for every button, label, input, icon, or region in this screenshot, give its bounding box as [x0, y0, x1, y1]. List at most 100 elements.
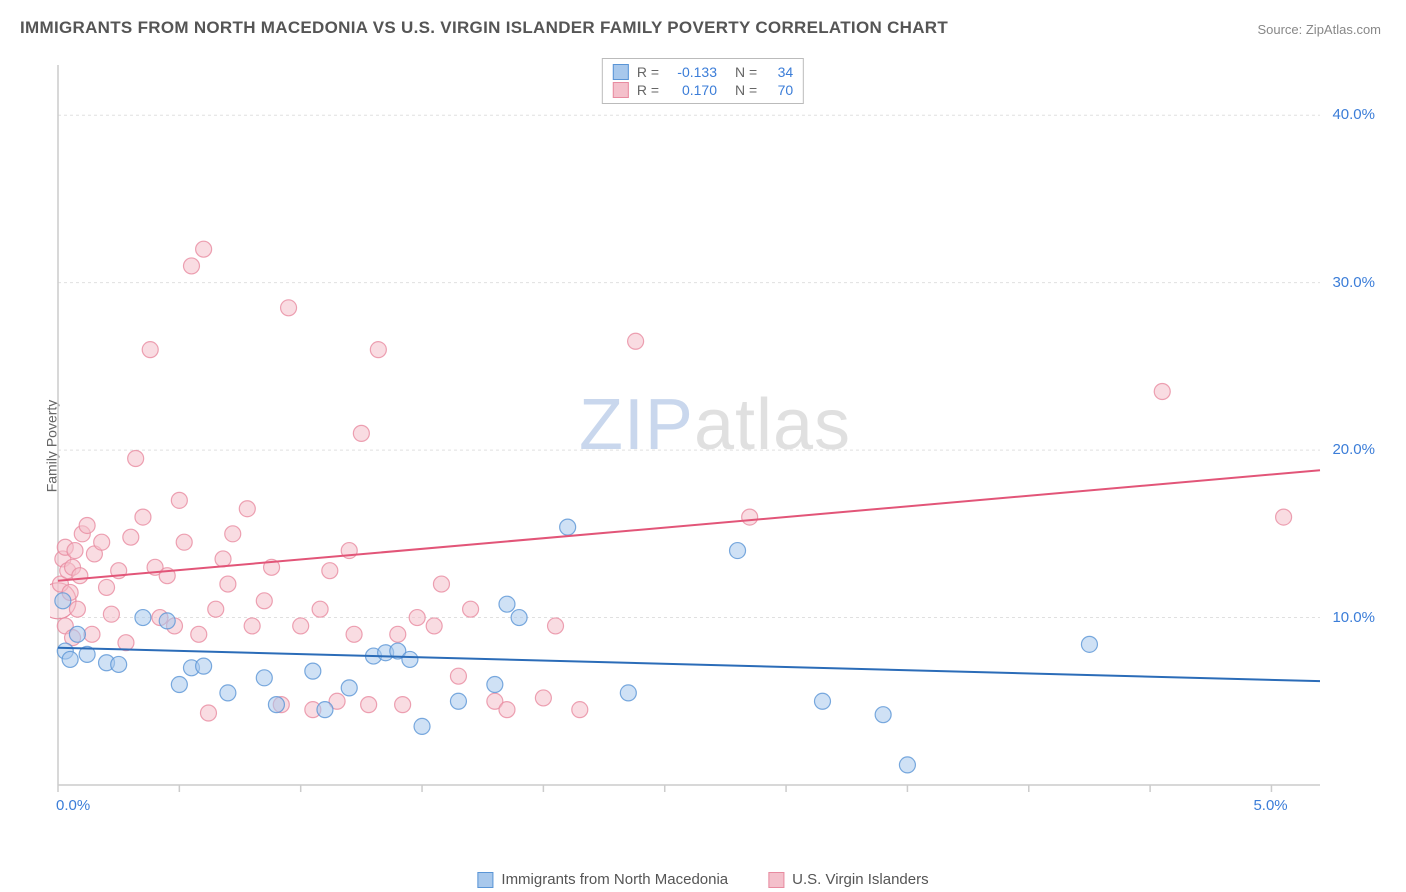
scatter-point [305, 663, 321, 679]
stat-n-label: N = [735, 64, 757, 80]
scatter-point [79, 517, 95, 533]
scatter-point [395, 697, 411, 713]
scatter-point [1276, 509, 1292, 525]
scatter-point [814, 693, 830, 709]
chart-title: IMMIGRANTS FROM NORTH MACEDONIA VS U.S. … [20, 18, 948, 38]
scatter-point [346, 626, 362, 642]
scatter-point [409, 610, 425, 626]
scatter-point [215, 551, 231, 567]
scatter-point [353, 425, 369, 441]
scatter-point [433, 576, 449, 592]
scatter-point [390, 626, 406, 642]
stats-row: R = -0.133 N = 34 [613, 63, 793, 81]
y-tick-label: 20.0% [1332, 441, 1375, 458]
stat-r-value: 0.170 [667, 82, 717, 98]
scatter-point [67, 543, 83, 559]
scatter-point [200, 705, 216, 721]
scatter-point [341, 680, 357, 696]
scatter-point [135, 610, 151, 626]
scatter-point [69, 626, 85, 642]
scatter-point [220, 576, 236, 592]
scatter-point [171, 492, 187, 508]
stat-r-value: -0.133 [667, 64, 717, 80]
scatter-point [463, 601, 479, 617]
scatter-point [159, 613, 175, 629]
legend-label: U.S. Virgin Islanders [792, 871, 928, 888]
legend-label: Immigrants from North Macedonia [501, 871, 728, 888]
scatter-point [487, 677, 503, 693]
scatter-point [118, 635, 134, 651]
legend-swatch [613, 64, 629, 80]
scatter-point [208, 601, 224, 617]
x-tick-label: 0.0% [56, 797, 90, 814]
scatter-point [499, 596, 515, 612]
stat-r-label: R = [637, 82, 659, 98]
scatter-point [225, 526, 241, 542]
stats-legend-box: R = -0.133 N = 34 R = 0.170 N = 70 [602, 58, 804, 104]
scatter-point [572, 702, 588, 718]
scatter-point [499, 702, 515, 718]
scatter-point [1081, 636, 1097, 652]
x-tick-label: 5.0% [1253, 797, 1287, 814]
scatter-plot-svg [50, 55, 1380, 825]
scatter-point [55, 593, 71, 609]
scatter-point [402, 651, 418, 667]
scatter-point [256, 593, 272, 609]
legend-swatch [477, 872, 493, 888]
scatter-point [256, 670, 272, 686]
scatter-point [317, 702, 333, 718]
scatter-point [560, 519, 576, 535]
scatter-point [628, 333, 644, 349]
scatter-point [875, 707, 891, 723]
scatter-point [361, 697, 377, 713]
scatter-point [142, 342, 158, 358]
y-tick-label: 10.0% [1332, 609, 1375, 626]
trend-line [58, 648, 1320, 681]
scatter-point [69, 601, 85, 617]
scatter-point [220, 685, 236, 701]
stat-n-value: 34 [765, 64, 793, 80]
scatter-point [111, 656, 127, 672]
scatter-point [370, 342, 386, 358]
scatter-point [426, 618, 442, 634]
scatter-point [239, 501, 255, 517]
y-tick-label: 30.0% [1332, 274, 1375, 291]
legend-swatch [613, 82, 629, 98]
scatter-point [94, 534, 110, 550]
y-tick-label: 40.0% [1332, 106, 1375, 123]
trend-line [58, 470, 1320, 581]
scatter-point [191, 626, 207, 642]
scatter-point [128, 450, 144, 466]
scatter-point [103, 606, 119, 622]
scatter-point [548, 618, 564, 634]
stat-n-label: N = [735, 82, 757, 98]
stats-row: R = 0.170 N = 70 [613, 81, 793, 99]
scatter-point [535, 690, 551, 706]
scatter-point [620, 685, 636, 701]
scatter-point [730, 543, 746, 559]
stat-n-value: 70 [765, 82, 793, 98]
scatter-point [322, 563, 338, 579]
scatter-point [176, 534, 192, 550]
scatter-point [72, 568, 88, 584]
scatter-point [450, 693, 466, 709]
scatter-point [183, 258, 199, 274]
legend-swatch [768, 872, 784, 888]
stat-r-label: R = [637, 64, 659, 80]
bottom-legend: Immigrants from North Macedonia U.S. Virg… [477, 871, 928, 888]
scatter-point [1154, 384, 1170, 400]
scatter-point [171, 677, 187, 693]
scatter-point [196, 241, 212, 257]
scatter-point [196, 658, 212, 674]
scatter-point [99, 579, 115, 595]
source-attribution: Source: ZipAtlas.com [1257, 22, 1381, 37]
scatter-point [281, 300, 297, 316]
scatter-point [511, 610, 527, 626]
scatter-point [84, 626, 100, 642]
legend-item: U.S. Virgin Islanders [768, 871, 928, 888]
scatter-point [312, 601, 328, 617]
scatter-point [268, 697, 284, 713]
scatter-point [244, 618, 260, 634]
scatter-point [899, 757, 915, 773]
chart-area: ZIPatlas 10.0%20.0%30.0%40.0%0.0%5.0% [50, 55, 1380, 825]
